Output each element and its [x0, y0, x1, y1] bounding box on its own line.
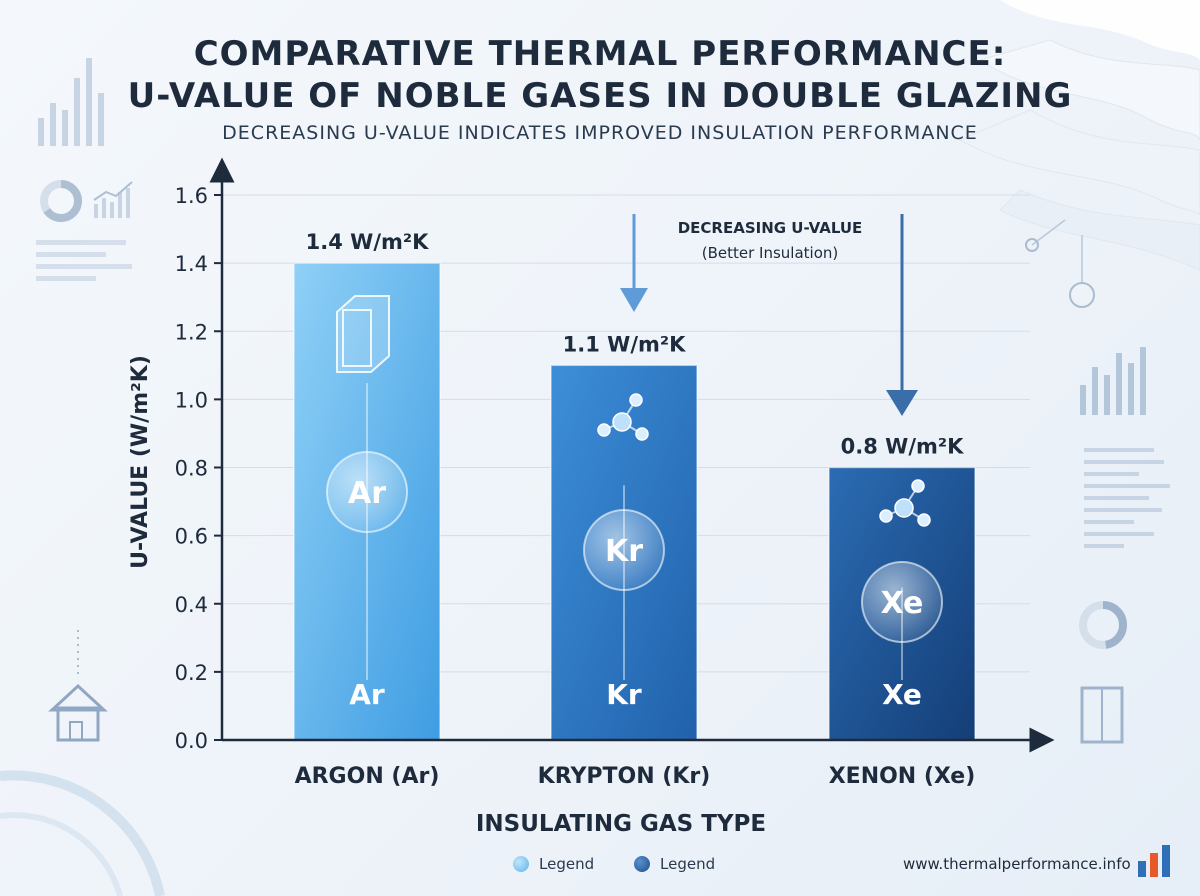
chart-title-line-2: U-VALUE OF NOBLE GASES IN DOUBLE GLAZING: [127, 76, 1073, 116]
molecule-icon: [597, 393, 649, 441]
legend-item-1: Legend: [513, 855, 594, 873]
bar-symbol-label: Ar: [348, 476, 386, 511]
down-arrow-long: [886, 214, 918, 416]
x-axis-label: INSULATING GAS TYPE: [476, 811, 766, 837]
bar-base-label: Ar: [349, 678, 385, 711]
decorative-bar-icon: [38, 58, 104, 146]
down-arrow-short: [620, 214, 648, 312]
annotation-line-2: (Better Insulation): [702, 244, 839, 262]
donut-chart-icon: [40, 180, 82, 222]
y-tick-label: 1.0: [175, 388, 208, 412]
house-icon: [48, 630, 108, 742]
bar-symbol-label: Xe: [881, 586, 924, 621]
decorative-arc: [0, 770, 165, 896]
gauge-icon: [1079, 601, 1127, 649]
legend-swatch-dark-blue: [634, 856, 650, 872]
element-bubble-icon: [326, 451, 408, 533]
chart-title-line-1: COMPARATIVE THERMAL PERFORMANCE:: [193, 34, 1007, 74]
x-category-label: KRYPTON (Kr): [538, 764, 711, 789]
y-tick-label: 0.4: [175, 593, 208, 617]
bar-base-label: Kr: [606, 678, 642, 711]
window-icon: [1080, 686, 1124, 744]
data-label: 0.8 W/m²K: [841, 435, 964, 459]
data-lines-icon: [1084, 448, 1170, 548]
bar-symbol-label: Kr: [605, 534, 643, 569]
insulation-material-image: [958, 0, 1200, 271]
node-diagram-icon: [1025, 219, 1095, 308]
chart-subtitle: DECREASING U-VALUE INDICATES IMPROVED IN…: [222, 122, 978, 144]
y-tick-label: 0.0: [175, 729, 208, 753]
x-category-label: ARGON (Ar): [295, 764, 440, 789]
element-bubble-icon: [861, 561, 943, 643]
legend-swatch-light-blue: [513, 856, 529, 872]
logo-icon: [1138, 845, 1170, 877]
y-tick-label: 0.2: [175, 661, 208, 685]
glass-pane-icon: [336, 295, 390, 373]
bar-base-label: Xe: [882, 678, 922, 711]
molecule-icon: [879, 479, 931, 527]
bar-group-xe: Xe Xe 0.8 W/m²K XENON (Xe): [828, 435, 976, 789]
legend-label: Legend: [539, 855, 595, 873]
trend-chart-icon: [93, 181, 133, 218]
y-tick-label: 0.8: [175, 457, 208, 481]
decreasing-arrows: [620, 214, 918, 416]
bars: Ar Ar 1.4 W/m²K ARGON (Ar) Kr Kr 1.1 W/m²K KRYP…: [293, 230, 976, 789]
annotation-line-1: DECREASING U-VALUE: [678, 219, 863, 237]
y-tick-label: 0.6: [175, 525, 208, 549]
y-tick-label: 1.4: [175, 252, 208, 276]
data-label: 1.1 W/m²K: [563, 332, 686, 356]
data-label: 1.4 W/m²K: [306, 230, 429, 254]
website-url: www.thermalperformance.info: [903, 855, 1131, 873]
element-bubble-icon: [583, 509, 665, 591]
legend-label: Legend: [660, 855, 716, 873]
y-tick-label: 1.2: [175, 320, 208, 344]
legend-item-2: Legend: [634, 855, 715, 873]
x-category-label: XENON (Xe): [829, 764, 976, 789]
y-axis-label: U-VALUE (W/m²K): [128, 355, 153, 569]
bar-group-kr: Kr Kr 1.1 W/m²K KRYPTON (Kr): [538, 332, 711, 789]
text-lines-icon: [36, 240, 132, 281]
y-axis-ticks: 0.0 0.2 0.4 0.6 0.8 1.0 1.2 1.4 1.6: [175, 184, 222, 753]
y-tick-label: 1.6: [175, 184, 208, 208]
bar-chart-icon: [1080, 347, 1146, 415]
bar-group-ar: Ar Ar 1.4 W/m²K ARGON (Ar): [293, 230, 441, 789]
